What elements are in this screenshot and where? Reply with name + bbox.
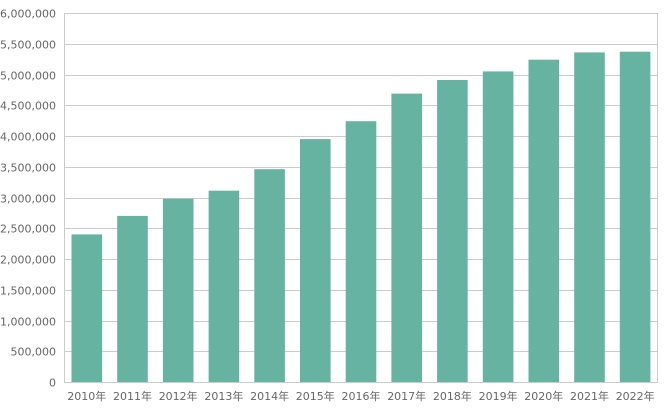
bar	[162, 198, 194, 382]
bar	[482, 71, 514, 383]
y-tick-label: 500,000	[11, 346, 57, 359]
x-tick-label: 2015年	[296, 389, 335, 403]
x-tick-label: 2016年	[342, 389, 381, 403]
y-tick-label: 6,000,000	[0, 8, 56, 21]
bar	[71, 234, 103, 382]
y-tick-label: 1,000,000	[0, 316, 56, 329]
bar	[254, 169, 285, 382]
y-tick-label: 3,500,000	[0, 162, 56, 175]
bar	[391, 93, 422, 382]
bar	[437, 80, 468, 382]
x-tick-label: 2019年	[479, 389, 518, 403]
y-tick-label: 5,500,000	[0, 39, 56, 52]
bar	[300, 139, 331, 382]
bars	[71, 51, 651, 383]
x-axis-ticks: 2010年 2011年 2012年 2013年 2014年 2015年 2016年 2017年…	[67, 389, 654, 403]
y-tick-label: 2,500,000	[0, 223, 56, 236]
bar	[208, 190, 240, 382]
x-tick-label: 2010年	[67, 389, 106, 403]
bar	[117, 215, 148, 382]
y-tick-label: 1,500,000	[0, 285, 56, 298]
y-tick-label: 4,500,000	[0, 100, 56, 113]
y-tick-label: 5,000,000	[0, 70, 56, 83]
x-tick-label: 2020年	[524, 389, 563, 403]
bar	[574, 52, 605, 383]
y-axis-ticks: 0 500,000 1,000,000 1,500,000 2,000,000 2,500…	[0, 8, 56, 390]
bar	[528, 59, 560, 382]
y-tick-label: 0	[49, 377, 56, 390]
y-tick-label: 2,000,000	[0, 254, 56, 267]
y-tick-label: 3,000,000	[0, 193, 56, 206]
x-tick-label: 2012年	[159, 389, 198, 403]
x-tick-label: 2011年	[113, 389, 152, 403]
x-tick-label: 2022年	[616, 389, 655, 403]
x-tick-label: 2021年	[570, 389, 609, 403]
x-tick-label: 2018年	[433, 389, 472, 403]
x-tick-label: 2017年	[387, 389, 426, 403]
bar	[619, 51, 651, 382]
x-tick-label: 2013年	[204, 389, 243, 403]
y-tick-label: 4,000,000	[0, 131, 56, 144]
x-tick-label: 2014年	[250, 389, 289, 403]
bar	[345, 121, 377, 382]
